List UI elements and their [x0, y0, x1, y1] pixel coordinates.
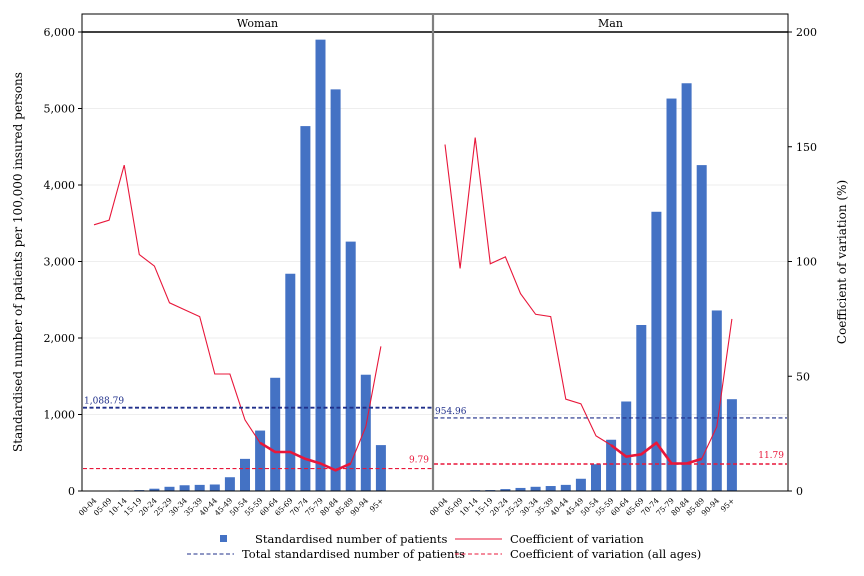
cv-all-label-woman: 9.79: [409, 456, 429, 466]
cv-line-bold-woman: [259, 441, 352, 472]
bar-man-12: [621, 401, 632, 491]
legend-cv-dash-label: Coefficient of variation (all ages): [510, 547, 701, 561]
panel-title-woman: Woman: [237, 17, 278, 30]
y2-axis-label: Coefficient of variation (%): [835, 180, 849, 344]
bar-man-13: [636, 324, 647, 491]
y2-tick-1: 50: [796, 370, 810, 383]
y-tick-1: 1,000: [44, 409, 76, 422]
legend-total-dash-label: Total standardised number of patients: [242, 547, 465, 561]
bar-man-7: [545, 486, 556, 491]
bar-woman-5: [164, 486, 175, 491]
bar-man-5: [515, 487, 526, 491]
bar-woman-11: [255, 430, 266, 491]
bar-man-10: [591, 464, 601, 491]
legend-bar-square-swatch: [220, 535, 227, 542]
bar-woman-14: [300, 126, 311, 491]
cv-line-bold-man: [610, 441, 703, 465]
bar-man-4: [500, 489, 511, 491]
bar-woman-18: [360, 374, 371, 491]
axes: Woman00-0405-0910-1415-1920-2425-2930-34…: [44, 13, 817, 518]
legend: Standardised number of patients Coefficie…: [187, 532, 701, 561]
bar-woman-8: [209, 484, 220, 491]
y-axis-label: Standardised number of patients per 100,…: [11, 72, 25, 452]
bar-woman-10: [240, 458, 250, 491]
bar-woman-16: [330, 89, 341, 491]
bar-woman-17: [345, 241, 356, 491]
bar-man-17: [696, 165, 707, 492]
y2-tick-2: 100: [796, 256, 817, 269]
bar-woman-7: [194, 484, 205, 491]
y-tick-3: 3,000: [44, 256, 76, 269]
y2-tick-4: 200: [796, 26, 817, 39]
bar-woman-6: [179, 485, 190, 491]
bar-woman-19: [375, 445, 386, 491]
bar-man-16: [681, 83, 692, 491]
bar-man-6: [530, 486, 541, 491]
y-tick-6: 6,000: [44, 26, 76, 39]
plot-area: 1,088.79 9.79 954.96 11.79: [82, 31, 788, 492]
cv-all-label-man: 11.79: [758, 451, 784, 461]
bar-woman-12: [270, 377, 281, 491]
x-tick-man-19: 95+: [719, 496, 737, 514]
y-tick-2: 2,000: [44, 332, 76, 345]
bar-woman-13: [285, 273, 296, 491]
y-tick-0: 0: [68, 485, 75, 498]
bar-man-14: [651, 211, 662, 491]
y2-tick-3: 150: [796, 141, 817, 154]
bar-man-19: [726, 399, 737, 491]
bar-man-8: [560, 484, 571, 491]
bar-man-15: [666, 98, 677, 492]
bar-man-11: [606, 439, 617, 491]
bar-woman-15: [315, 39, 326, 492]
bar-woman-9: [224, 477, 235, 491]
bar-man-9: [575, 478, 586, 491]
legend-bar-square-label: Standardised number of patients: [255, 532, 447, 546]
legend-cv-line-label: Coefficient of variation: [510, 532, 644, 546]
total-label-man: 954.96: [435, 407, 467, 417]
bar-man-18: [711, 310, 722, 491]
y2-tick-0: 0: [796, 485, 803, 498]
x-tick-woman-19: 95+: [368, 496, 386, 514]
y-tick-4: 4,000: [44, 179, 76, 192]
y-tick-5: 5,000: [44, 103, 76, 116]
total-label-woman: 1,088.79: [84, 397, 124, 407]
bar-woman-4: [149, 488, 160, 491]
panel-title-man: Man: [598, 17, 623, 30]
